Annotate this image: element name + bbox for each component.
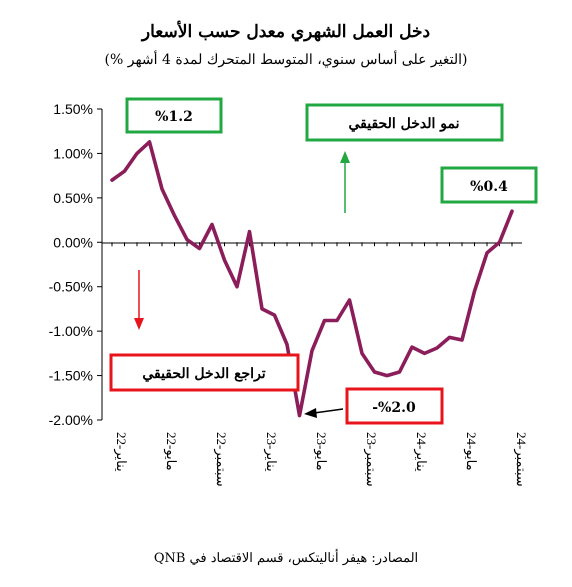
x-tick-label: مايو-23 [313, 432, 329, 471]
x-ticks: يناير-22 مايو-22 سبتمبر-22 يناير-23 مايو-23 س… [111, 242, 529, 487]
x-tick-label: مايو-24 [463, 432, 479, 471]
chart-subtitle: (التغير على أساس سنوي، المتوسط المتحرك ل… [104, 52, 468, 68]
annotation-growth-label: نمو الدخل الحقيقي [349, 116, 460, 132]
y-tick-label: 0.00% [53, 234, 93, 250]
annotation-last: %0.4 [440, 166, 538, 204]
up-arrow-icon [340, 151, 350, 213]
y-tick-label: 1.50% [53, 101, 93, 117]
x-tick-label: يناير-23 [263, 432, 279, 472]
chart-title: دخل العمل الشهري معدل حسب الأسعار [141, 22, 431, 42]
y-tick-label: -2.00% [49, 412, 93, 428]
x-tick-label: سبتمبر-23 [363, 432, 379, 487]
x-tick-label: سبتمبر-24 [513, 432, 529, 487]
annotation-decline-box [109, 353, 300, 392]
annotation-trough: -%2.0 [345, 387, 444, 425]
y-ticks: 1.50% 1.00% 0.50% 0.00% -0.50% -1.00% -1.50% -2… [49, 101, 102, 428]
annotation-decline: تراجع الدخل الحقيقي [109, 353, 300, 392]
y-tick-label: 0.50% [53, 190, 93, 206]
trough-pointer-arrow-icon [304, 408, 344, 418]
x-tick-label: يناير-24 [413, 432, 429, 472]
chart-source: المصادر: هيفر أناليتكس، قسم الاقتصاد في … [153, 551, 419, 566]
annotation-peak-label: %1.2 [155, 109, 193, 125]
annotation-last-box [440, 166, 538, 204]
annotation-trough-box [345, 387, 444, 425]
x-tick-label: يناير-22 [113, 432, 129, 472]
y-tick-label: -1.00% [49, 323, 93, 339]
y-tick-label: -0.50% [49, 279, 93, 295]
annotation-growth: نمو الدخل الحقيقي [305, 103, 504, 142]
x-tick-label: سبتمبر-22 [213, 432, 229, 487]
y-tick-label: 1.00% [53, 145, 93, 161]
annotation-growth-box [305, 103, 504, 142]
annotation-peak: %1.2 [125, 97, 223, 134]
down-arrow-icon [134, 270, 144, 330]
series-line [110, 140, 514, 418]
annotation-trough-label: -%2.0 [372, 400, 416, 416]
annotation-peak-box [125, 97, 223, 134]
y-tick-label: -1.50% [49, 368, 93, 384]
x-tick-label: مايو-22 [163, 432, 179, 471]
annotation-decline-label: تراجع الدخل الحقيقي [142, 366, 265, 382]
annotation-last-label: %0.4 [470, 179, 508, 195]
